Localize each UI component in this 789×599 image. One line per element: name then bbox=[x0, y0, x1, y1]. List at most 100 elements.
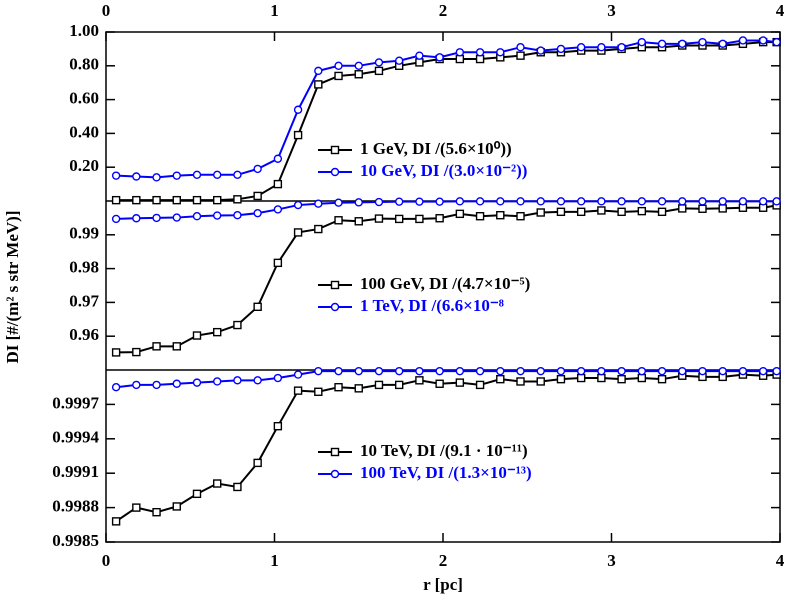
marker bbox=[374, 66, 384, 76]
legend-label: 100 GeV, DI /(4.7×10⁻⁵) bbox=[360, 274, 530, 293]
marker bbox=[330, 447, 340, 457]
marker bbox=[496, 366, 505, 376]
marker bbox=[678, 39, 687, 49]
marker bbox=[213, 170, 222, 180]
marker bbox=[192, 195, 202, 205]
marker bbox=[354, 70, 363, 79]
y-tick-label: 0.9988 bbox=[52, 497, 99, 516]
marker bbox=[172, 195, 181, 205]
marker bbox=[233, 376, 242, 385]
marker bbox=[516, 51, 525, 60]
marker bbox=[111, 195, 121, 205]
marker bbox=[111, 348, 121, 357]
y-tick-label: 0.40 bbox=[69, 122, 99, 141]
marker bbox=[556, 374, 566, 384]
marker bbox=[415, 51, 424, 60]
marker bbox=[657, 39, 667, 49]
marker bbox=[273, 179, 283, 189]
marker bbox=[213, 377, 222, 386]
marker bbox=[233, 482, 242, 492]
x-axis-label: r [pc] bbox=[423, 575, 463, 594]
marker bbox=[394, 366, 404, 376]
marker bbox=[314, 199, 323, 208]
marker bbox=[617, 43, 626, 52]
data-line bbox=[116, 39, 777, 179]
marker bbox=[637, 197, 647, 206]
marker bbox=[475, 48, 485, 57]
marker bbox=[556, 197, 566, 206]
x-tick-label: 1 bbox=[270, 1, 279, 20]
marker bbox=[314, 66, 323, 76]
marker bbox=[330, 280, 340, 290]
legend-label: 1 TeV, DI /(6.6×10⁻⁸ bbox=[360, 296, 504, 315]
marker bbox=[111, 214, 121, 224]
marker bbox=[314, 80, 323, 89]
marker bbox=[772, 366, 781, 376]
marker bbox=[455, 209, 465, 219]
marker bbox=[354, 217, 363, 226]
marker bbox=[536, 366, 545, 376]
marker bbox=[496, 48, 505, 57]
marker bbox=[718, 197, 727, 206]
marker bbox=[152, 213, 161, 223]
marker bbox=[475, 212, 485, 221]
y-tick-label: 0.20 bbox=[69, 156, 99, 175]
marker bbox=[758, 36, 768, 45]
marker bbox=[435, 53, 444, 62]
marker bbox=[293, 200, 303, 210]
marker bbox=[657, 197, 667, 206]
marker bbox=[293, 228, 303, 237]
marker bbox=[455, 54, 465, 64]
marker bbox=[516, 212, 525, 221]
marker bbox=[758, 197, 768, 206]
marker bbox=[637, 366, 647, 376]
marker bbox=[192, 170, 202, 180]
marker bbox=[576, 197, 586, 206]
x-tick-label: 1 bbox=[270, 551, 279, 570]
marker bbox=[516, 197, 525, 206]
marker bbox=[293, 386, 303, 395]
marker bbox=[516, 377, 525, 386]
marker bbox=[637, 206, 647, 216]
marker bbox=[455, 378, 465, 387]
marker bbox=[132, 503, 141, 512]
legend-label: 1 GeV, DI /(5.6×10⁰)) bbox=[360, 139, 512, 158]
marker bbox=[273, 421, 283, 431]
marker bbox=[314, 366, 323, 376]
marker bbox=[111, 517, 121, 526]
marker bbox=[415, 376, 424, 385]
marker bbox=[435, 197, 444, 206]
data-line bbox=[116, 204, 777, 354]
marker bbox=[273, 258, 283, 268]
legend-label: 10 TeV, DI /(9.1 · 10⁻¹¹) bbox=[360, 441, 528, 460]
marker bbox=[132, 380, 141, 390]
marker bbox=[698, 204, 707, 213]
marker bbox=[516, 366, 525, 376]
marker bbox=[597, 197, 606, 206]
marker bbox=[253, 458, 262, 468]
y-tick-label: 0.9997 bbox=[52, 393, 99, 412]
marker bbox=[172, 171, 181, 180]
marker bbox=[233, 195, 242, 204]
marker bbox=[657, 366, 667, 376]
data-line bbox=[116, 41, 777, 202]
marker bbox=[152, 173, 161, 182]
marker bbox=[172, 502, 181, 511]
marker bbox=[330, 167, 340, 177]
marker bbox=[253, 164, 262, 174]
marker bbox=[496, 210, 505, 220]
marker bbox=[576, 366, 586, 376]
marker bbox=[657, 207, 667, 217]
marker bbox=[536, 46, 545, 55]
marker bbox=[536, 208, 545, 217]
marker bbox=[192, 489, 202, 499]
x-tick-label: 4 bbox=[776, 551, 785, 570]
marker bbox=[597, 206, 606, 215]
marker bbox=[394, 214, 404, 224]
marker bbox=[556, 44, 566, 54]
marker bbox=[132, 347, 141, 357]
marker bbox=[718, 39, 727, 49]
marker bbox=[111, 383, 121, 392]
marker bbox=[738, 366, 748, 376]
marker bbox=[354, 384, 363, 393]
